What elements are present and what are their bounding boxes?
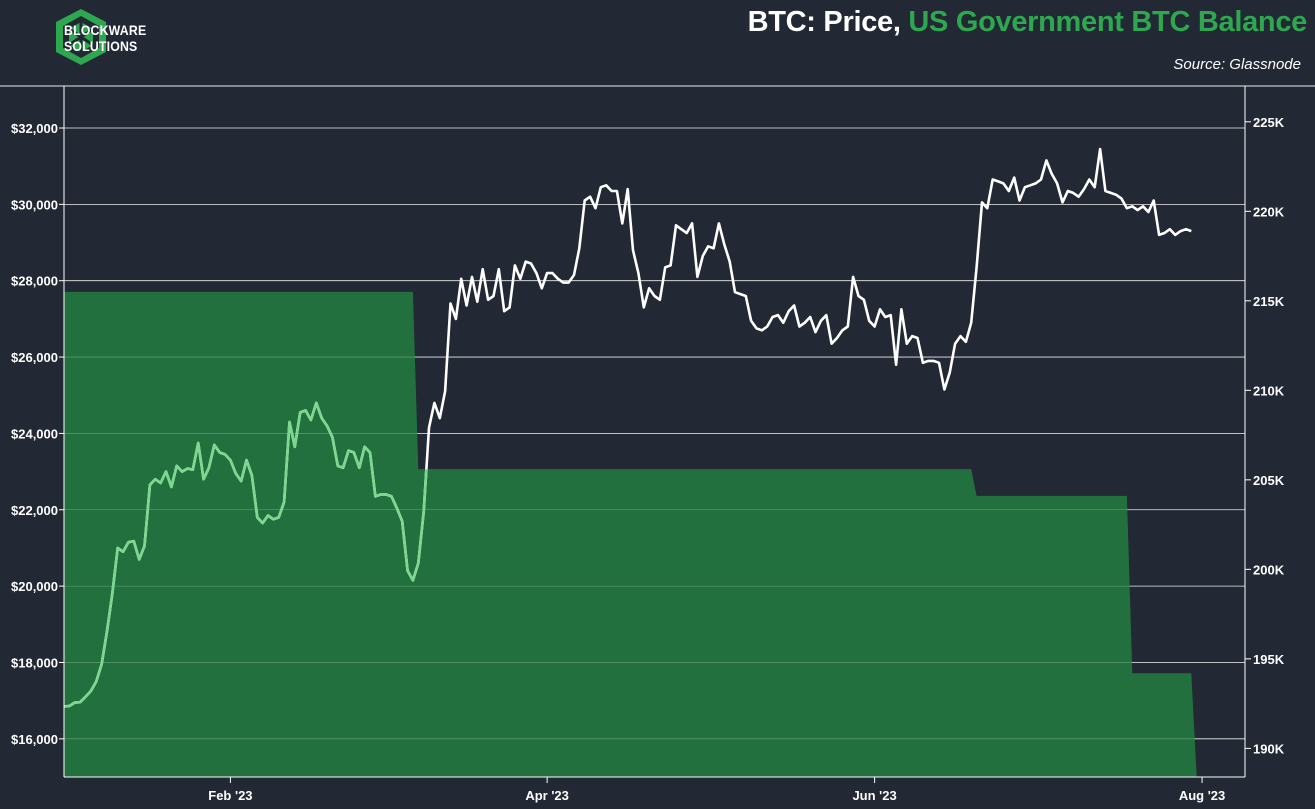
source-note: Source: Glassnode bbox=[1173, 56, 1301, 73]
x-tick-label: Jun '23 bbox=[852, 788, 896, 803]
left-axis-labels: $16,000 $18,000 $20,000 $22,000 $24,000 $26,0… bbox=[11, 121, 58, 747]
right-tick-label: 200K bbox=[1253, 562, 1285, 577]
right-tick-label: 220K bbox=[1253, 204, 1285, 219]
x-axis-labels: Feb '23 Apr '23 Jun '23 Aug '23 bbox=[208, 788, 1225, 803]
right-tick-label: 195K bbox=[1253, 652, 1285, 667]
left-tick-label: $18,000 bbox=[11, 655, 58, 670]
brand-wordmark: BLOCKWARE SOLUTIONS bbox=[64, 22, 146, 54]
left-tick-label: $24,000 bbox=[11, 426, 58, 441]
left-tick-label: $26,000 bbox=[11, 350, 58, 365]
balance-area-fill bbox=[64, 291, 1197, 777]
brand-line1: BLOCKWARE bbox=[64, 22, 147, 38]
left-tick-label: $30,000 bbox=[11, 197, 58, 212]
left-tick-label: $16,000 bbox=[11, 732, 58, 747]
right-axis-labels: 190K 195K 200K 205K 210K 215K 220K 225K bbox=[1253, 115, 1285, 757]
right-tick-label: 190K bbox=[1253, 741, 1285, 756]
x-tick-label: Aug '23 bbox=[1179, 788, 1225, 803]
brand-line2: SOLUTIONS bbox=[64, 38, 138, 54]
right-tick-label: 225K bbox=[1253, 115, 1285, 130]
title-part1: BTC: Price, bbox=[747, 6, 901, 38]
price-line-over-area bbox=[64, 291, 1192, 708]
price-line bbox=[63, 147, 1192, 708]
chart-title: BTC: Price, US Government BTC Balance bbox=[747, 6, 1308, 39]
right-tick-label: 205K bbox=[1253, 473, 1285, 488]
left-tick-label: $20,000 bbox=[11, 579, 58, 594]
blockware-logo-icon bbox=[56, 9, 106, 65]
x-tick-label: Feb '23 bbox=[208, 788, 252, 803]
right-tick-label: 215K bbox=[1253, 294, 1285, 309]
x-tick-label: Apr '23 bbox=[525, 788, 569, 803]
left-tick-label: $22,000 bbox=[11, 503, 58, 518]
left-tick-label: $32,000 bbox=[11, 121, 58, 136]
plot-frame bbox=[0, 85, 1315, 783]
title-part2: US Government BTC Balance bbox=[908, 6, 1307, 38]
left-tick-label: $28,000 bbox=[11, 274, 58, 289]
balance-area bbox=[64, 127, 1245, 777]
right-tick-label: 210K bbox=[1253, 383, 1285, 398]
